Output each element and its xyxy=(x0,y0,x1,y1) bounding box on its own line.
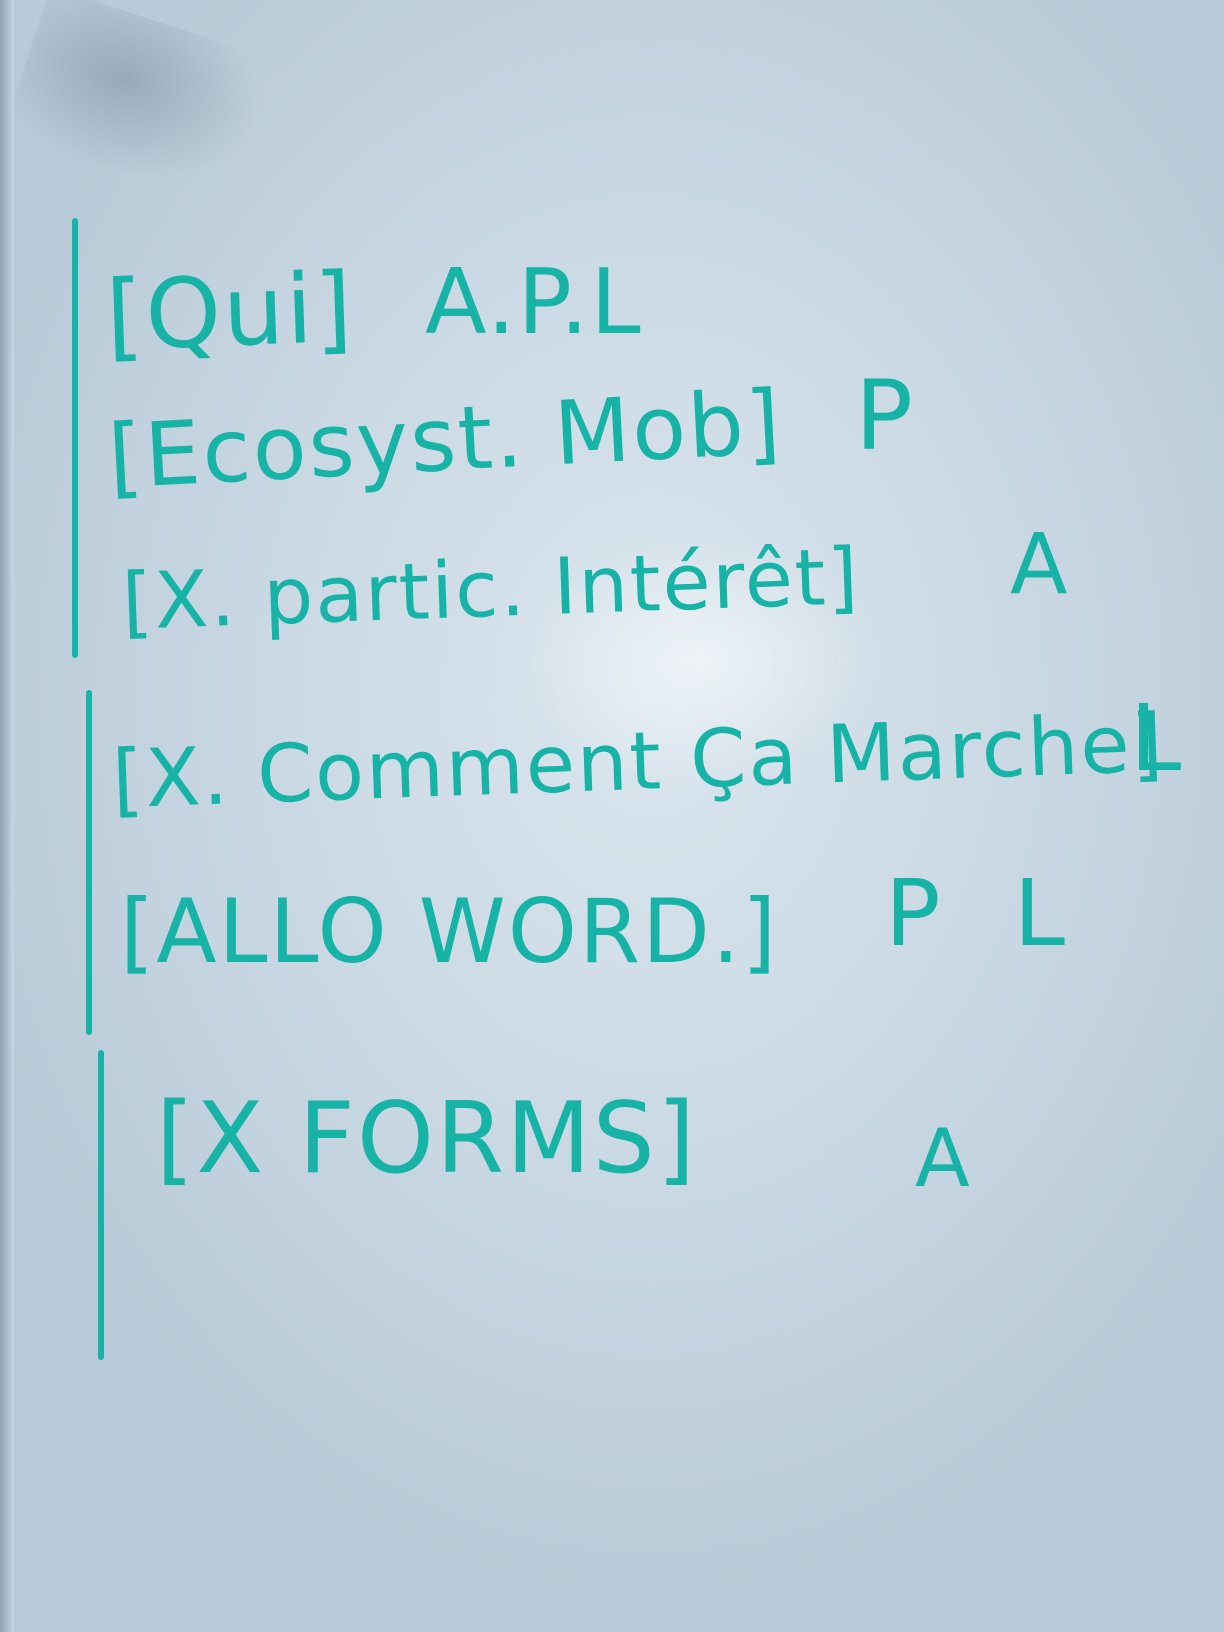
note-text: [X FORMS] xyxy=(156,1082,698,1196)
group-bar-1 xyxy=(72,218,78,658)
note-tag: A xyxy=(1010,515,1070,613)
group-bar-3 xyxy=(98,1050,104,1360)
note-tag: A xyxy=(915,1112,972,1205)
note-tag-a: A xyxy=(1010,515,1069,613)
note-line-allo: [ALLO WORD.] xyxy=(120,880,778,983)
note-tag-pl: P L xyxy=(885,860,1067,967)
note-tag-p: P xyxy=(855,360,915,472)
note-tag: A.P.L xyxy=(425,250,643,355)
note-tag: P xyxy=(855,360,915,472)
whiteboard-frame-edge xyxy=(0,0,14,1632)
group-bar-2 xyxy=(86,690,92,1035)
note-tag: L xyxy=(1130,685,1184,792)
note-tag-a2: A xyxy=(915,1112,972,1205)
note-tag-apl: A.P.L xyxy=(425,250,643,355)
note-text: [Qui] xyxy=(104,251,356,373)
note-line-qui: [Qui] xyxy=(104,252,356,373)
note-line-forms: [X FORMS] xyxy=(156,1082,697,1196)
note-tag: P L xyxy=(885,860,1067,967)
note-text: [ALLO WORD.] xyxy=(120,880,779,983)
note-tag-l: L xyxy=(1130,685,1183,792)
